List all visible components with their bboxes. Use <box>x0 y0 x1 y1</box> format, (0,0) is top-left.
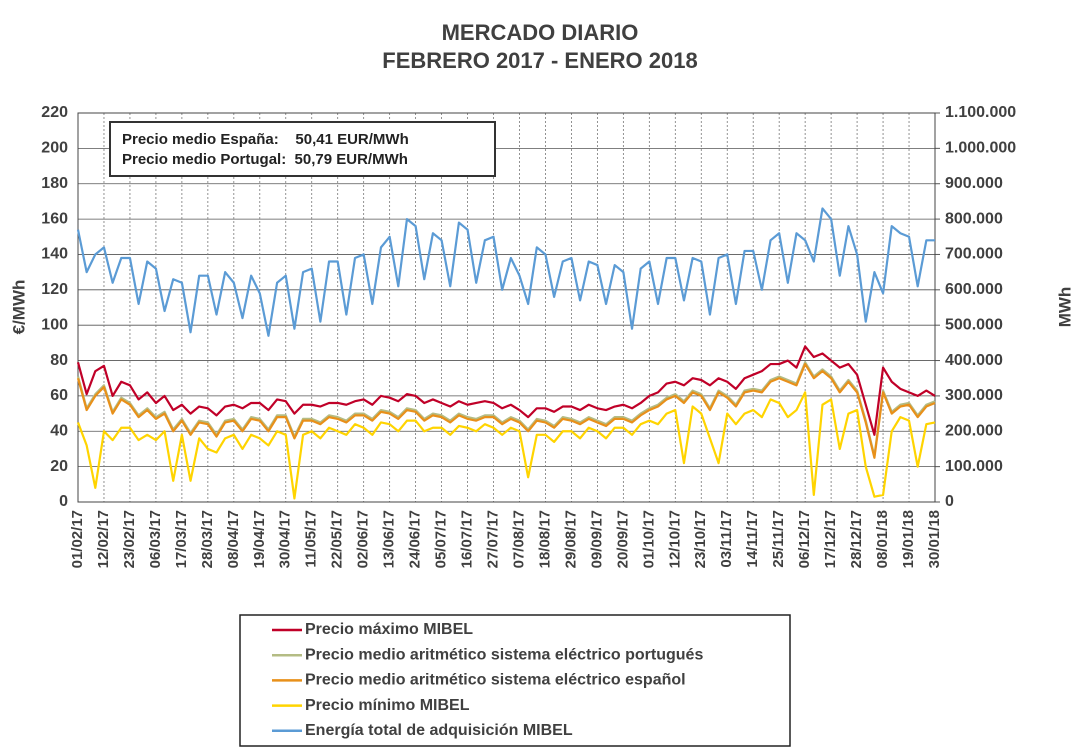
y-tick-label: 40 <box>50 422 68 439</box>
x-tick-label: 06/12/17 <box>796 510 813 568</box>
y-tick-label: 120 <box>41 281 68 298</box>
x-tick-label: 14/11/17 <box>744 510 761 568</box>
x-tick-label: 24/06/17 <box>407 510 424 568</box>
legend-label: Energía total de adquisición MIBEL <box>305 722 573 739</box>
x-tick-label: 29/08/17 <box>562 510 579 568</box>
legend-label: Precio medio aritmético sistema eléctric… <box>305 672 686 689</box>
x-tick-label: 03/11/17 <box>718 510 735 568</box>
y-axis-label: €/MWh <box>9 280 28 335</box>
series-line <box>76 345 936 436</box>
annotation: Precio medio España: 50,41 EUR/MWh <box>122 131 409 148</box>
x-tick-label: 09/09/17 <box>588 510 605 568</box>
series-line <box>76 391 936 500</box>
y2-tick-label: 100.000 <box>945 458 1003 475</box>
y-tick-label: 180 <box>41 175 68 192</box>
y-tick-label: 220 <box>41 104 68 121</box>
x-tick-label: 27/07/17 <box>484 510 501 568</box>
x-tick-label: 30/04/17 <box>277 510 294 568</box>
y-tick-label: 0 <box>59 493 68 510</box>
annotation: Precio medio Portugal: 50,79 EUR/MWh <box>122 151 408 168</box>
chart-subtitle: FEBRERO 2017 - ENERO 2018 <box>382 48 697 73</box>
annotation-box <box>109 121 496 177</box>
x-tick-label: 30/01/18 <box>926 510 943 568</box>
y-tick-label: 200 <box>41 140 68 157</box>
y2-tick-label: 0 <box>945 493 954 510</box>
y2-tick-label: 1.000.000 <box>945 140 1016 157</box>
y2-tick-label: 900.000 <box>945 175 1003 192</box>
x-tick-label: 08/04/17 <box>225 510 242 568</box>
x-tick-label: 28/12/17 <box>848 510 865 568</box>
y-tick-label: 20 <box>50 458 68 475</box>
legend-label: Precio máximo MIBEL <box>305 621 473 638</box>
y-tick-label: 140 <box>41 246 68 263</box>
x-tick-label: 23/02/17 <box>121 510 138 568</box>
legend-label: Precio mínimo MIBEL <box>305 697 470 714</box>
x-tick-label: 19/01/18 <box>900 510 917 568</box>
y-tick-label: 60 <box>50 387 68 404</box>
x-tick-label: 19/04/17 <box>251 510 268 568</box>
y2-axis-label: MWh <box>1055 287 1074 328</box>
x-tick-label: 16/07/17 <box>459 510 476 568</box>
plot-border <box>77 112 936 503</box>
x-tick-label: 11/05/17 <box>303 510 320 568</box>
legend-box <box>239 614 791 747</box>
x-tick-label: 12/02/17 <box>95 510 112 568</box>
x-tick-label: 25/11/17 <box>770 510 787 568</box>
chart-title: MERCADO DIARIO <box>442 20 639 45</box>
y-tick-label: 100 <box>41 316 68 333</box>
x-tick-label: 12/10/17 <box>666 510 683 568</box>
x-tick-label: 17/12/17 <box>822 510 839 568</box>
series-line <box>76 207 935 337</box>
x-tick-label: 01/02/17 <box>69 510 86 568</box>
y2-tick-label: 300.000 <box>945 387 1003 404</box>
y2-tick-label: 500.000 <box>945 316 1003 333</box>
series-line <box>76 362 936 459</box>
y-tick-label: 80 <box>50 352 68 369</box>
x-tick-label: 02/06/17 <box>355 510 372 568</box>
x-tick-label: 18/08/17 <box>536 510 553 568</box>
x-tick-label: 05/07/17 <box>433 510 450 568</box>
x-tick-label: 01/10/17 <box>640 510 657 568</box>
x-tick-label: 13/06/17 <box>381 510 398 568</box>
y2-tick-label: 600.000 <box>945 281 1003 298</box>
y2-tick-label: 200.000 <box>945 422 1003 439</box>
x-tick-label: 07/08/17 <box>510 510 527 568</box>
y-tick-label: 160 <box>41 210 68 227</box>
x-tick-label: 17/03/17 <box>173 510 190 568</box>
x-tick-label: 20/09/17 <box>614 510 631 568</box>
y2-tick-label: 400.000 <box>945 352 1003 369</box>
x-tick-label: 28/03/17 <box>199 510 216 568</box>
y2-tick-label: 700.000 <box>945 246 1003 263</box>
y2-tick-label: 800.000 <box>945 210 1003 227</box>
x-tick-label: 22/05/17 <box>329 510 346 568</box>
x-tick-label: 06/03/17 <box>147 510 164 568</box>
y2-tick-label: 1.100.000 <box>945 104 1016 121</box>
x-tick-label: 23/10/17 <box>692 510 709 568</box>
plot-area <box>78 113 935 502</box>
x-tick-label: 08/01/18 <box>874 510 891 568</box>
legend-label: Precio medio aritmético sistema eléctric… <box>305 646 703 663</box>
